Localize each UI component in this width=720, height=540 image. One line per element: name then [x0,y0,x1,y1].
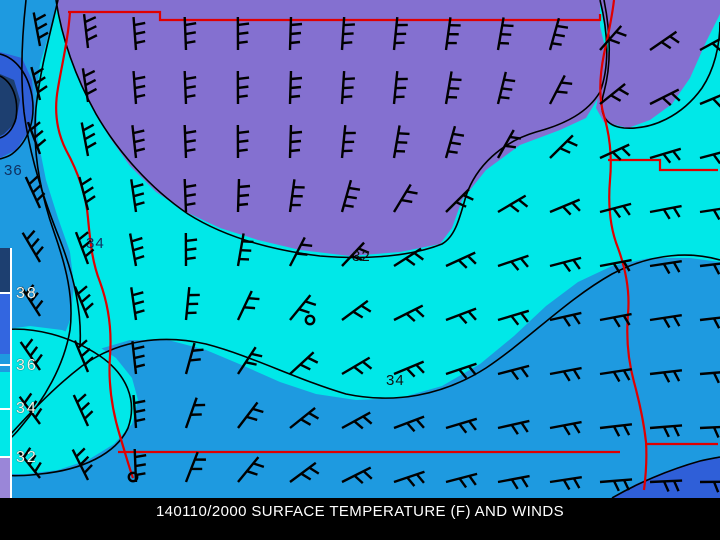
temperature-band-32-purple-northeast [596,0,720,128]
colorbar-frame [0,248,12,498]
contour-label-34-center: 34 [386,372,405,389]
contour-label-34-left: 34 [86,235,105,252]
station-marker-center [304,314,316,326]
contour-label-36-left: 36 [4,162,23,179]
contour-label-32-center: 32 [352,248,371,265]
temperature-colorbar[interactable]: 38 36 34 32 [0,248,36,498]
map-caption: 140110/2000 SURFACE TEMPERATURE (F) AND … [155,503,565,520]
isotherm-34-southwest-notch [0,328,133,477]
isotherm-37-southeast [611,456,720,498]
state-border-north [68,10,602,22]
map-canvas[interactable]: 36 34 32 34 38 36 34 32 [0,0,720,498]
station-markers [127,314,316,483]
colorbar-label-32: 32 [16,449,38,466]
state-border-east [599,0,648,491]
colorbar-segment-medium-blue [0,354,12,372]
colorbar-tick-38 [0,292,12,294]
state-border-east-stub [608,158,718,172]
colorbar-segment-purple [0,456,12,498]
isotherm-37-west [0,53,34,160]
caption-bar: 140110/2000 SURFACE TEMPERATURE (F) AND … [0,498,720,540]
temperature-band-32-purple-north [56,0,608,256]
colorbar-label-36: 36 [16,357,38,374]
isotherm-32-northeast [600,0,720,129]
temperature-band-37-southeast [612,458,720,498]
colorbar-label-34: 34 [16,400,38,417]
colorbar-label-38: 38 [16,285,38,302]
isotherm-38-west [0,75,18,139]
colorbar-segment-dark-navy [0,248,12,292]
temperature-band-36-south [0,258,720,498]
isotherm-34-south [0,254,720,447]
isotherm-34-west [21,0,82,347]
isotherm-32-north [55,0,608,259]
colorbar-tick-32 [0,456,12,458]
colorbar-segment-royal-blue [0,292,12,354]
cyan-lobe-east [590,58,720,216]
state-boundaries [54,0,718,491]
station-marker-lower-left [127,471,139,483]
map-svg [0,0,720,498]
colorbar-tick-34 [0,408,12,410]
colorbar-tick-36 [0,364,12,366]
colorbar-segment-cyan [0,372,12,456]
